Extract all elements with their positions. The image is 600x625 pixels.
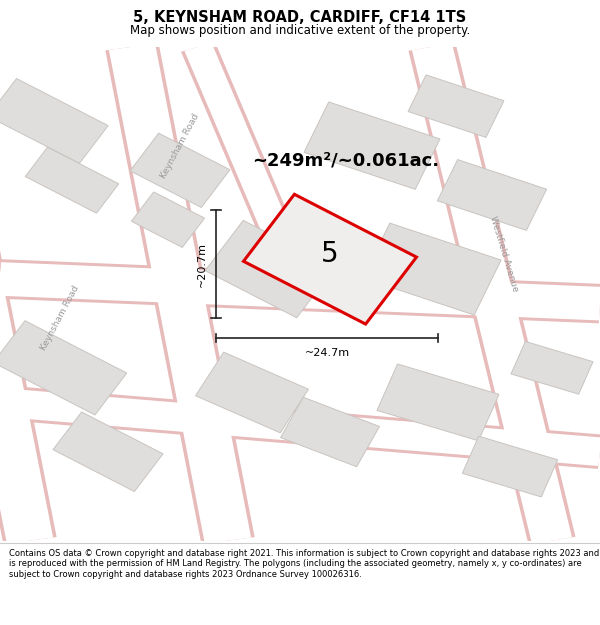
- Polygon shape: [377, 364, 499, 441]
- Polygon shape: [463, 436, 557, 497]
- Polygon shape: [412, 44, 572, 544]
- Text: Westfield Avenue: Westfield Avenue: [488, 215, 520, 293]
- Polygon shape: [437, 159, 547, 231]
- Polygon shape: [0, 142, 56, 544]
- Polygon shape: [363, 223, 501, 315]
- Polygon shape: [511, 341, 593, 394]
- Text: ~20.7m: ~20.7m: [197, 242, 207, 287]
- Text: Keynsham Road: Keynsham Road: [159, 112, 201, 179]
- Polygon shape: [0, 385, 600, 469]
- Polygon shape: [409, 43, 575, 544]
- Polygon shape: [0, 262, 600, 321]
- Polygon shape: [0, 388, 600, 466]
- Polygon shape: [109, 44, 251, 544]
- Text: Keynsham Road: Keynsham Road: [39, 284, 81, 352]
- Text: 5, KEYNSHAM ROAD, CARDIFF, CF14 1TS: 5, KEYNSHAM ROAD, CARDIFF, CF14 1TS: [133, 10, 467, 25]
- Polygon shape: [408, 75, 504, 138]
- Polygon shape: [205, 221, 335, 318]
- Polygon shape: [184, 43, 296, 248]
- Text: ~24.7m: ~24.7m: [304, 348, 350, 358]
- Polygon shape: [281, 398, 379, 467]
- Polygon shape: [106, 43, 254, 544]
- Polygon shape: [244, 194, 416, 324]
- Polygon shape: [53, 412, 163, 491]
- Text: Contains OS data © Crown copyright and database right 2021. This information is : Contains OS data © Crown copyright and d…: [9, 549, 599, 579]
- Text: Map shows position and indicative extent of the property.: Map shows position and indicative extent…: [130, 24, 470, 36]
- Text: 5: 5: [321, 240, 339, 268]
- Polygon shape: [131, 192, 205, 248]
- Polygon shape: [0, 142, 53, 544]
- Polygon shape: [0, 259, 600, 323]
- Polygon shape: [196, 352, 308, 433]
- Polygon shape: [25, 148, 119, 213]
- Polygon shape: [130, 133, 230, 208]
- Polygon shape: [0, 321, 127, 415]
- Polygon shape: [181, 42, 299, 249]
- Polygon shape: [0, 79, 108, 163]
- Text: ~249m²/~0.061ac.: ~249m²/~0.061ac.: [252, 151, 439, 169]
- Polygon shape: [304, 102, 440, 189]
